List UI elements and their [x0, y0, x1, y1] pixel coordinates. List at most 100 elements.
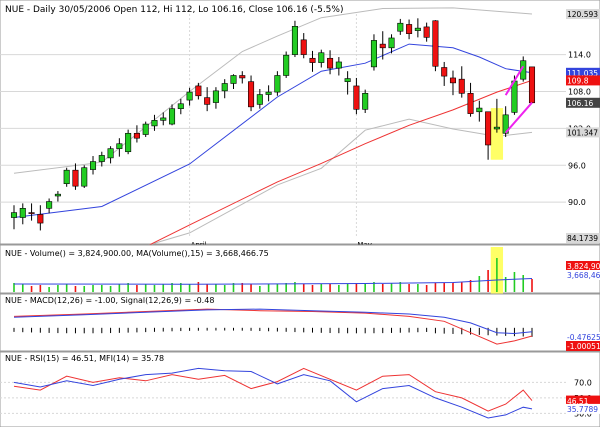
candle-body	[72, 169, 79, 187]
candle-body	[406, 24, 413, 34]
price-value-label-box	[566, 97, 600, 108]
price-value-label: 109.8	[567, 77, 589, 86]
candle	[449, 70, 457, 96]
mfi-value-label: 35.7789	[567, 405, 598, 414]
candle-body	[353, 85, 360, 110]
price-value-label-box	[566, 75, 600, 86]
candle	[221, 79, 228, 99]
candle-body	[169, 108, 176, 125]
candle-body	[476, 107, 483, 113]
candle-body	[19, 208, 26, 218]
trend-lines	[504, 65, 533, 134]
candle	[72, 163, 79, 190]
candle-body	[195, 85, 202, 97]
candle-body	[274, 75, 281, 93]
candle	[406, 19, 413, 40]
candle	[397, 18, 404, 35]
candle	[133, 125, 140, 143]
candle-body	[46, 201, 53, 209]
price-value-label: 111.035	[567, 69, 598, 78]
macd-signal-label-box	[566, 332, 600, 342]
candle	[186, 87, 193, 106]
candle-body	[528, 66, 536, 104]
candle-body	[291, 25, 298, 55]
price-value-label: 120.593	[567, 10, 598, 19]
candle	[19, 203, 26, 225]
candle-body	[151, 120, 158, 127]
candle-body	[177, 103, 184, 109]
macd-line	[13, 308, 533, 345]
trend-line	[504, 101, 533, 134]
rsi-value-label: 46.51	[567, 397, 589, 406]
candle	[239, 71, 246, 84]
candle	[327, 50, 334, 75]
candle	[370, 34, 377, 71]
macd-signal-label: -0.476251	[567, 333, 600, 342]
candle	[353, 77, 360, 115]
price-panel	[0, 0, 600, 245]
candle	[230, 74, 237, 90]
candle-body	[81, 167, 88, 187]
candle-body	[125, 132, 132, 153]
rsi-title: NUE - RSI(15) = 46.51, MFI(14) = 35.78	[5, 354, 164, 363]
candle	[274, 71, 281, 96]
volume-ma	[13, 278, 533, 285]
candle	[195, 82, 202, 100]
candle-body	[265, 91, 272, 95]
candle-body	[502, 114, 509, 134]
candle-body	[89, 161, 97, 170]
candle	[493, 98, 500, 133]
price-value-label: 106.16	[567, 99, 593, 108]
candle-body	[335, 61, 342, 69]
candle	[46, 198, 53, 214]
candles	[10, 18, 536, 231]
candle-body	[204, 97, 211, 105]
candle-body	[432, 20, 439, 67]
macd-title: NUE - MACD(12,26) = -1.00, Signal(12,26,…	[5, 296, 214, 305]
candle	[63, 167, 70, 187]
candle-body	[142, 123, 149, 135]
macd-value-label: -1.00051	[567, 342, 600, 351]
volume-value-label: 3,824,90	[567, 262, 600, 271]
candle-body	[370, 40, 377, 68]
candle	[476, 100, 483, 122]
candle-body	[414, 27, 421, 31]
candle-body	[318, 52, 325, 63]
candle	[467, 82, 474, 117]
candle-body	[458, 78, 465, 94]
candle-body	[116, 143, 123, 149]
macd-value-label-box	[566, 341, 600, 351]
candle-body	[63, 169, 70, 185]
candle-body	[37, 214, 44, 224]
candle	[335, 57, 342, 76]
candle-body	[10, 212, 18, 218]
candle-body	[485, 111, 492, 146]
candle	[300, 33, 307, 59]
price-value-label-box	[566, 9, 600, 20]
candle-body	[212, 90, 219, 103]
candle-body	[397, 22, 404, 32]
candle	[116, 138, 123, 157]
candle-body	[441, 67, 448, 77]
price-value-label-box	[566, 232, 600, 243]
candle-body	[344, 78, 351, 82]
price-value-label: 101.347	[567, 129, 598, 138]
candle	[265, 85, 272, 102]
candle-body	[362, 93, 369, 110]
mfi-line	[13, 367, 533, 419]
signal-line	[13, 308, 533, 335]
volume-ma-label-box	[566, 270, 600, 280]
volume-ma-label: 3,668,46	[567, 271, 600, 280]
rsi-panel	[0, 351, 600, 427]
price-value-label: 84.1739	[567, 234, 598, 243]
candle	[98, 151, 105, 167]
price-tick-label: 90.0	[568, 198, 586, 207]
candle	[344, 71, 351, 95]
candle-body	[221, 83, 228, 92]
candle-body	[133, 132, 140, 139]
candle-body	[186, 91, 193, 101]
candle-body	[388, 37, 395, 49]
candle	[423, 22, 430, 42]
price-tick-label: 114.0	[568, 51, 591, 60]
